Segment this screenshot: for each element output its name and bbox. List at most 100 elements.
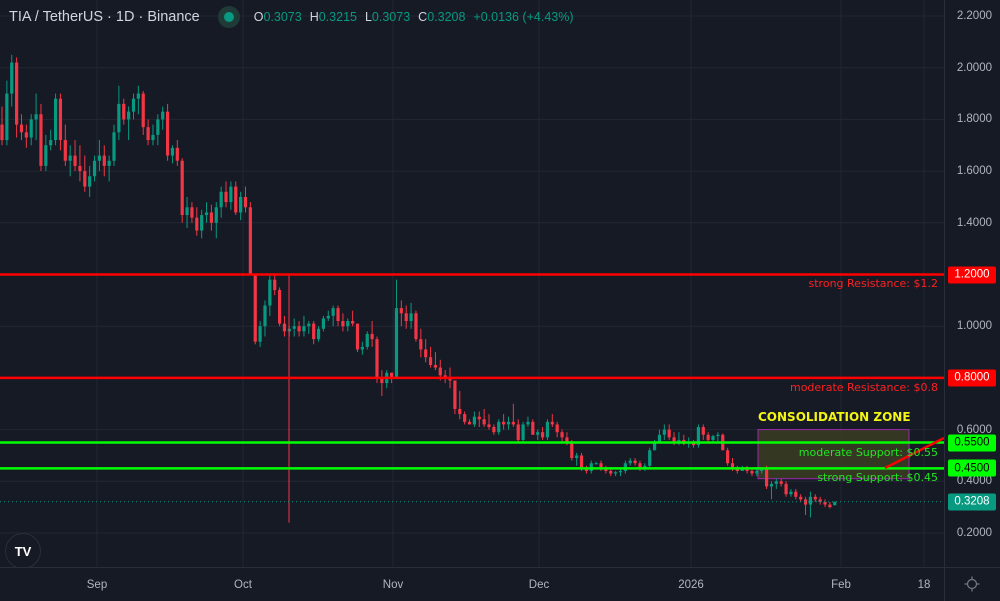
candle-body bbox=[370, 333, 374, 340]
candle-body bbox=[15, 62, 19, 125]
candle-body bbox=[511, 421, 515, 425]
close-value: 0.3208 bbox=[427, 10, 466, 24]
candle-body bbox=[750, 470, 754, 474]
candle-body bbox=[190, 207, 194, 218]
candle-body bbox=[92, 160, 97, 177]
candle-body bbox=[594, 463, 598, 465]
candle-body bbox=[0, 124, 4, 141]
candle-body bbox=[165, 111, 170, 156]
candle-body bbox=[755, 470, 759, 474]
time-axis[interactable]: Sep Oct Nov Dec 2026 Feb 18 bbox=[0, 567, 944, 601]
candle-body bbox=[433, 364, 438, 368]
candle-body bbox=[448, 377, 452, 381]
candle-body bbox=[146, 127, 150, 141]
candle-body bbox=[477, 416, 481, 420]
candle-body bbox=[526, 421, 530, 425]
strong-support-label: strong Support: $0.45 bbox=[817, 471, 938, 484]
candle-body bbox=[127, 111, 131, 120]
candle-body bbox=[716, 434, 720, 437]
candle-body bbox=[769, 483, 774, 487]
candle-body bbox=[799, 496, 803, 500]
price-tag: 0.8000 bbox=[948, 369, 996, 387]
time-tick-label: Dec bbox=[528, 579, 550, 591]
candle-body bbox=[302, 326, 306, 332]
candle-body bbox=[136, 93, 140, 99]
candle-body bbox=[779, 481, 783, 484]
candle-body bbox=[453, 380, 457, 409]
candle-body bbox=[29, 119, 33, 138]
candlestick-plot[interactable] bbox=[0, 0, 944, 567]
candle-body bbox=[740, 468, 744, 471]
candle-body bbox=[487, 424, 491, 428]
candle-body bbox=[331, 308, 335, 316]
candle-body bbox=[472, 416, 476, 425]
candle-body bbox=[745, 468, 749, 471]
candle-body bbox=[253, 274, 257, 342]
price-tick-label: 2.2000 bbox=[956, 10, 992, 22]
high-label: H bbox=[309, 10, 319, 24]
candle-body bbox=[112, 132, 116, 161]
candle-body bbox=[730, 463, 735, 469]
change-value: +0.0136 (+4.43%) bbox=[473, 10, 574, 24]
candle-body bbox=[579, 455, 584, 469]
candle-body bbox=[316, 328, 321, 340]
time-tick-label: 2026 bbox=[678, 579, 704, 591]
moderate-support-label: moderate Support: $0.55 bbox=[798, 446, 938, 459]
candle-body bbox=[438, 367, 442, 376]
price-tick-label: 1.6000 bbox=[956, 165, 992, 178]
candle-body bbox=[5, 93, 9, 141]
chart-area[interactable]: TIA / TetherUS · 1D · Binance O0.3073 H0… bbox=[0, 0, 944, 569]
candle-body bbox=[492, 427, 496, 433]
candle-body bbox=[424, 349, 428, 358]
candle-body bbox=[102, 155, 106, 166]
candle-body bbox=[224, 191, 228, 203]
price-axis[interactable]: 2.2000 2.0000 1.8000 1.6000 1.4000 1.2000 1.00… bbox=[944, 0, 1000, 567]
price-tick-label: 0.4000 bbox=[956, 475, 992, 488]
price-tick-label: 0.6000 bbox=[956, 423, 992, 436]
price-tick-label: 0.2000 bbox=[956, 527, 992, 539]
price-tag: 0.4500 bbox=[948, 459, 996, 477]
candle-body bbox=[355, 323, 360, 350]
symbol-title[interactable]: TIA / TetherUS · 1D · Binance bbox=[9, 9, 200, 25]
candle-body bbox=[34, 114, 38, 120]
candle-body bbox=[151, 134, 155, 141]
candle-body bbox=[789, 491, 793, 495]
chart-settings-button[interactable] bbox=[944, 567, 1000, 601]
time-tick-label: 18 bbox=[917, 579, 931, 591]
candle-body bbox=[399, 308, 403, 314]
candle-body bbox=[565, 437, 569, 443]
candle-body bbox=[760, 468, 764, 471]
candle-body bbox=[204, 212, 209, 216]
candle-body bbox=[833, 501, 837, 506]
candle-body bbox=[312, 323, 316, 340]
candle-body bbox=[97, 155, 101, 161]
candle-body bbox=[88, 176, 92, 187]
candle-body bbox=[726, 450, 730, 464]
candle-body bbox=[341, 321, 345, 327]
candle-body bbox=[360, 346, 364, 350]
candle-body bbox=[506, 421, 511, 425]
price-tick-label: 1.0000 bbox=[956, 320, 992, 333]
tradingview-logo-icon[interactable]: TV bbox=[5, 533, 41, 569]
candle-body bbox=[648, 450, 652, 466]
candle-body bbox=[764, 468, 769, 487]
candle-body bbox=[170, 147, 175, 156]
candle-body bbox=[297, 326, 301, 332]
price-tick-label: 1.8000 bbox=[956, 113, 992, 126]
candle-body bbox=[808, 496, 813, 505]
low-value: 0.3073 bbox=[371, 10, 411, 24]
candle-body bbox=[633, 460, 637, 464]
candle-body bbox=[68, 155, 72, 161]
candle-body bbox=[623, 463, 627, 471]
candle-body bbox=[706, 434, 710, 440]
candle-body bbox=[141, 93, 145, 128]
consolidation-zone-box bbox=[757, 429, 910, 480]
candle-body bbox=[662, 429, 666, 435]
candle-body bbox=[156, 119, 160, 135]
candle-body bbox=[784, 483, 788, 495]
candle-body bbox=[828, 504, 832, 508]
candle-body bbox=[497, 421, 501, 433]
close-label: C bbox=[418, 10, 428, 24]
candle-body bbox=[701, 427, 705, 435]
candle-body bbox=[657, 434, 662, 443]
